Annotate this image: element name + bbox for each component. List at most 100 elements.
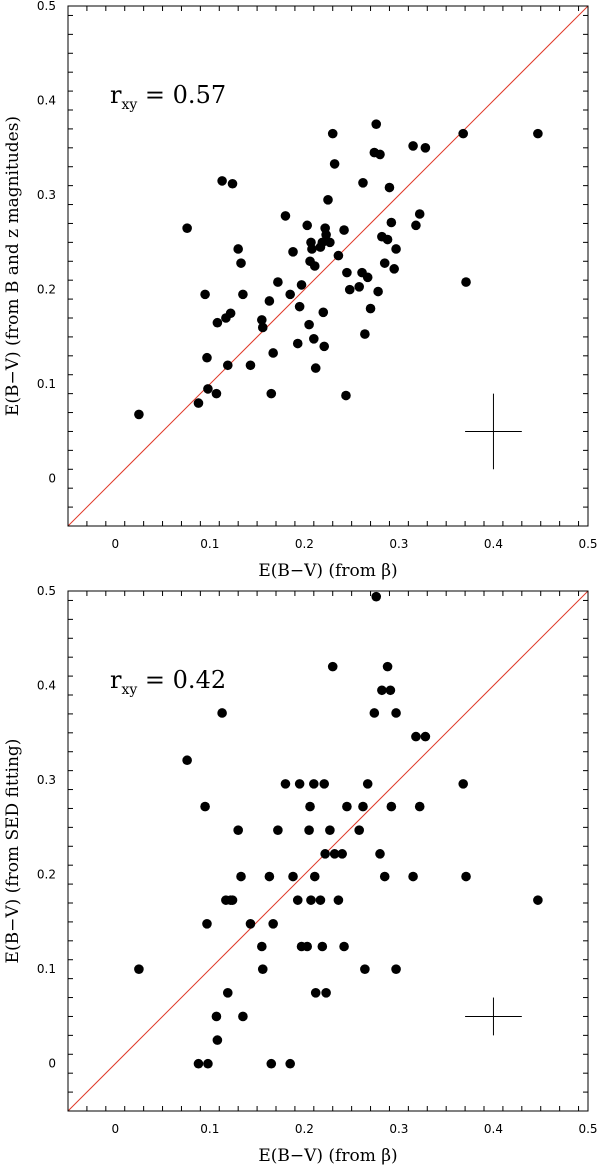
data-point [193, 398, 204, 408]
data-point [285, 289, 295, 300]
data-point [236, 258, 246, 268]
data-point [319, 779, 330, 789]
data-point [202, 919, 212, 929]
data-point [411, 220, 421, 231]
data-point [212, 317, 223, 328]
data-point [217, 176, 227, 186]
data-point [420, 731, 431, 742]
data-point [238, 1011, 248, 1022]
y-axis-label: E(B−V) (from B and z magnitudes) [3, 116, 23, 416]
data-point [373, 286, 383, 297]
y-tick-label: 0.2 [37, 283, 56, 297]
data-point [193, 1058, 204, 1069]
data-point [360, 329, 370, 339]
data-point [245, 919, 256, 929]
data-point [341, 390, 351, 401]
scatter-chart-b-z: 0 0.1 0.2 0.3 0.4 0.5 0 0.1 0.2 0.3 0.4 0.5 E(B−V) (… [3, 0, 598, 581]
data-point [266, 388, 277, 399]
x-tick-label: 0.1 [200, 537, 219, 551]
data-point [264, 871, 275, 882]
data-point [280, 211, 291, 221]
plot-frame [67, 590, 589, 1112]
data-point [375, 149, 385, 160]
y-tick-label: 0.5 [37, 0, 56, 13]
data-point [333, 250, 344, 261]
x-tick-label: 0.3 [389, 537, 408, 551]
data-point [309, 871, 320, 882]
y-tick-label: 0.3 [37, 188, 56, 202]
data-point [360, 964, 370, 974]
data-point [329, 849, 340, 859]
data-point [385, 685, 396, 696]
data-point [391, 244, 401, 254]
data-point [257, 315, 267, 325]
data-point [310, 988, 321, 998]
data-point [202, 352, 212, 363]
scatter-chart-sed: 0 0.1 0.2 0.3 0.4 0.5 0 0.1 0.2 0.3 0.4 0.5 E(B−V) (… [3, 585, 598, 1166]
data-point [182, 755, 192, 766]
x-tick-label: 0.2 [295, 1122, 314, 1136]
data-point [304, 825, 314, 835]
data-point [408, 871, 418, 882]
data-point [386, 217, 397, 228]
data-point [362, 779, 373, 789]
data-point [339, 225, 349, 235]
data-point [391, 708, 401, 718]
correlation-subscript: xy [121, 97, 137, 113]
data-point [342, 801, 352, 812]
x-tick-label: 0.4 [484, 1122, 503, 1136]
data-point [329, 159, 340, 169]
correlation-label: rxy = 0.42 [110, 666, 226, 698]
data-point [292, 895, 303, 905]
data-point [414, 801, 425, 812]
data-point [354, 825, 365, 835]
data-point [382, 661, 393, 672]
data-point [134, 964, 144, 974]
x-tick-label: 0.1 [200, 1122, 219, 1136]
y-tick-label: 0.1 [37, 377, 56, 391]
data-point [318, 307, 329, 318]
data-point [319, 341, 330, 352]
data-point [342, 267, 352, 278]
data-point [321, 988, 331, 998]
data-point [264, 296, 275, 306]
data-point [304, 319, 314, 330]
data-point [386, 801, 397, 812]
x-axis-label: E(B−V) (from β) [258, 1146, 397, 1166]
data-point [302, 220, 313, 231]
data-point [365, 303, 376, 314]
data-point [302, 941, 313, 952]
data-point [309, 334, 319, 344]
data-point [288, 247, 298, 257]
data-point [227, 178, 238, 189]
y-tick-label: 0 [48, 1057, 56, 1071]
x-axis-label: E(B−V) (from β) [258, 561, 397, 581]
data-point [309, 779, 319, 789]
data-point [288, 871, 298, 882]
data-point [233, 244, 243, 254]
data-point [182, 223, 192, 233]
data-point [377, 685, 387, 696]
data-point [344, 284, 355, 295]
plot-frame [67, 5, 589, 527]
data-point [533, 895, 543, 905]
correlation-subscript: xy [121, 682, 137, 698]
data-point [203, 1058, 213, 1069]
data-point [268, 348, 278, 358]
data-point [285, 1058, 295, 1069]
y-axis-label: E(B−V) (from SED fitting) [3, 739, 23, 964]
x-tick-label: 0 [111, 1122, 119, 1136]
x-tick-label: 0.4 [484, 537, 503, 551]
data-point [391, 964, 401, 974]
data-point [296, 280, 307, 290]
data-point [458, 128, 469, 139]
data-point [294, 301, 305, 312]
data-point [375, 849, 385, 859]
data-point [358, 178, 368, 188]
data-point [420, 143, 431, 153]
data-point [280, 779, 291, 789]
data-point [327, 128, 338, 139]
data-point [273, 825, 283, 835]
y-tick-label: 0.5 [37, 585, 56, 598]
data-point [211, 1011, 222, 1022]
